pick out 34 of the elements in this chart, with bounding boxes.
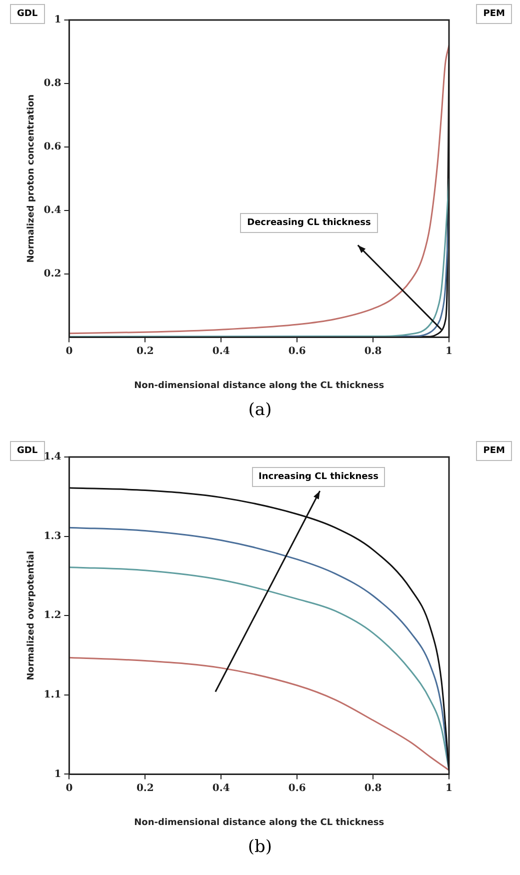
y-tick-label: 1.2 [44,610,62,622]
y-tick-label: 0.2 [44,268,62,280]
x-tick-label: 0 [66,346,73,357]
x-axis-title: Non-dimensional distance along the CL thickness [134,818,384,828]
x-axis-title: Non-dimensional distance along the CL thickness [134,380,384,391]
x-tick-label: 0 [66,782,73,794]
x-tick-label: 0.6 [288,346,306,357]
y-tick-label: 1.1 [44,689,62,700]
y-tick-label: 0.4 [44,204,62,216]
x-tick-label: 0.2 [136,346,154,357]
x-tick-label: 1 [446,346,452,357]
text: GDL [10,441,45,461]
annotation: Increasing CL thickness [252,466,386,487]
x-tick-label: 0.8 [364,346,382,357]
x-tick-label: 0.6 [288,782,306,794]
y-tick-label: 1 [54,768,62,780]
y-tick-label: 1.4 [44,452,62,463]
y-tick-label: 1.3 [44,530,62,542]
text: PEM [476,441,512,461]
x-tick-label: 0.2 [136,782,154,794]
text: (b) [246,837,274,857]
y-tick-label: 0.6 [44,141,62,152]
annotation: Decreasing CL thickness [240,213,378,234]
text: PEM [476,4,512,24]
x-tick-label: 0.8 [364,782,382,794]
y-axis-title: Normalized overpotential [26,550,37,680]
y-tick-label: 1 [54,14,62,26]
y-tick-label: 0.8 [44,78,62,90]
text: GDL [10,4,45,24]
text: (a) [247,400,273,420]
x-tick-label: 0.4 [212,346,230,357]
x-tick-label: 0.4 [212,782,230,794]
y-axis-title: Normalized proton concentration [26,94,37,263]
x-tick-label: 1 [446,782,452,794]
